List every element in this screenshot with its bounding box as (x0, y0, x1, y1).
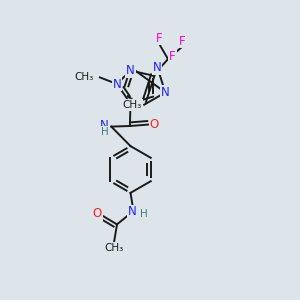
Text: CH₃: CH₃ (75, 71, 94, 82)
Text: N: N (161, 86, 170, 99)
Text: N: N (128, 205, 137, 218)
Text: F: F (179, 34, 186, 48)
Text: O: O (150, 118, 159, 131)
Text: O: O (93, 207, 102, 220)
Text: H: H (101, 127, 109, 137)
Text: CH₃: CH₃ (123, 100, 142, 110)
Text: F: F (156, 32, 162, 45)
Text: H: H (140, 209, 148, 219)
Text: N: N (126, 64, 135, 77)
Text: N: N (112, 77, 122, 91)
Text: N: N (100, 119, 109, 133)
Text: N: N (153, 61, 162, 74)
Text: CH₃: CH₃ (104, 243, 124, 253)
Text: F: F (169, 50, 176, 63)
